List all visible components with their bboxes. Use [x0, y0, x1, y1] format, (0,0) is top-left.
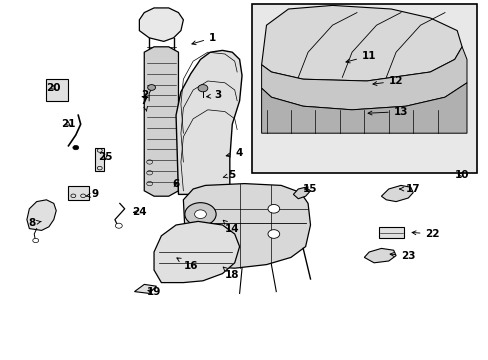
Text: 12: 12: [372, 76, 403, 86]
Bar: [95, 148, 104, 171]
Polygon shape: [293, 187, 310, 199]
Polygon shape: [134, 284, 156, 293]
Circle shape: [184, 203, 216, 226]
Text: 3: 3: [206, 90, 221, 100]
Polygon shape: [139, 8, 183, 41]
Text: 19: 19: [146, 287, 161, 297]
Circle shape: [199, 204, 211, 213]
Polygon shape: [154, 221, 239, 283]
Circle shape: [33, 238, 39, 243]
Text: 5: 5: [223, 170, 235, 180]
Text: 11: 11: [345, 51, 376, 63]
Polygon shape: [183, 184, 310, 268]
Circle shape: [198, 85, 207, 92]
Polygon shape: [27, 200, 56, 230]
Text: 17: 17: [399, 184, 420, 194]
Circle shape: [199, 230, 211, 238]
Text: 7: 7: [140, 96, 148, 111]
Bar: [378, 227, 404, 238]
Text: 14: 14: [223, 220, 239, 234]
Text: 6: 6: [172, 179, 179, 189]
Text: 1: 1: [191, 33, 216, 45]
Polygon shape: [364, 248, 395, 263]
Bar: [251, 4, 476, 173]
Text: 10: 10: [454, 170, 468, 180]
Text: 20: 20: [46, 83, 61, 93]
Polygon shape: [261, 83, 466, 133]
Polygon shape: [261, 47, 466, 110]
Text: 23: 23: [389, 251, 415, 261]
Text: 2: 2: [141, 90, 147, 100]
Bar: [46, 79, 68, 101]
Polygon shape: [261, 5, 461, 81]
Circle shape: [73, 145, 79, 150]
Text: 18: 18: [223, 267, 239, 280]
Circle shape: [267, 204, 279, 213]
Polygon shape: [381, 185, 412, 202]
Text: 25: 25: [98, 152, 112, 162]
Circle shape: [115, 223, 122, 228]
Text: 9: 9: [86, 189, 99, 199]
Text: 8: 8: [28, 218, 41, 228]
Circle shape: [194, 210, 206, 219]
Polygon shape: [144, 47, 178, 196]
Text: 22: 22: [411, 229, 439, 239]
Text: 4: 4: [226, 148, 243, 158]
Circle shape: [267, 230, 279, 238]
Text: 15: 15: [303, 184, 317, 194]
Circle shape: [147, 85, 155, 90]
Text: 21: 21: [61, 119, 76, 129]
Text: 13: 13: [367, 107, 407, 117]
Text: 16: 16: [177, 258, 198, 271]
Polygon shape: [176, 50, 242, 194]
Text: 24: 24: [132, 207, 146, 217]
Bar: [68, 186, 89, 200]
